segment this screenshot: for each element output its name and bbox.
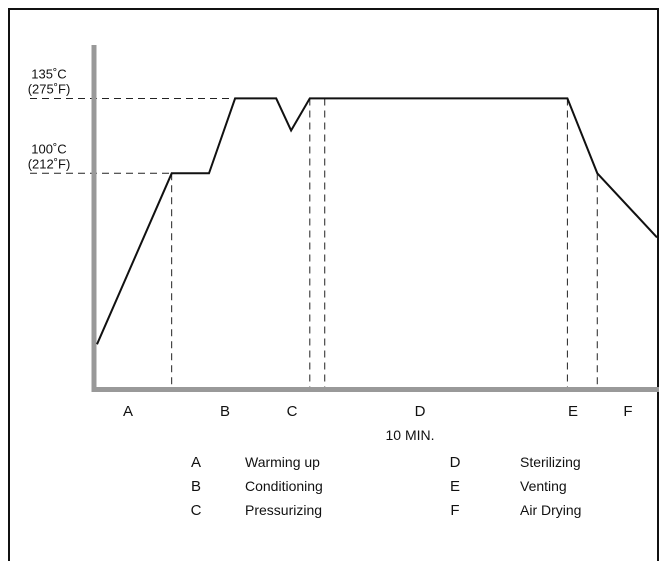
legend-key-d: D bbox=[450, 454, 461, 471]
phase-label-c: C bbox=[287, 403, 298, 420]
legend-key-e: E bbox=[450, 478, 460, 495]
phase-label-a: A bbox=[123, 403, 133, 420]
duration-label: 10 MIN. bbox=[385, 427, 434, 443]
legend-key-f: F bbox=[450, 502, 459, 519]
legend-key-c: C bbox=[191, 502, 202, 519]
legend-key-b: B bbox=[191, 478, 201, 495]
figure-frame bbox=[8, 8, 659, 561]
legend-name-c: Pressurizing bbox=[245, 502, 322, 518]
phase-label-d: D bbox=[415, 403, 426, 420]
y-tick-label-135: 135˚C (275˚F) bbox=[28, 66, 71, 96]
legend-name-d: Sterilizing bbox=[520, 454, 581, 470]
legend-name-e: Venting bbox=[520, 478, 567, 494]
legend-name-b: Conditioning bbox=[245, 478, 323, 494]
y-tick-label-100: 100˚C (212˚F) bbox=[28, 141, 71, 171]
phase-label-e: E bbox=[568, 403, 578, 420]
legend-name-f: Air Drying bbox=[520, 502, 581, 518]
temperature-curve bbox=[96, 97, 658, 345]
legend-name-a: Warming up bbox=[245, 454, 320, 470]
phase-label-f: F bbox=[623, 403, 632, 420]
legend-key-a: A bbox=[191, 454, 201, 471]
phase-label-b: B bbox=[220, 403, 230, 420]
